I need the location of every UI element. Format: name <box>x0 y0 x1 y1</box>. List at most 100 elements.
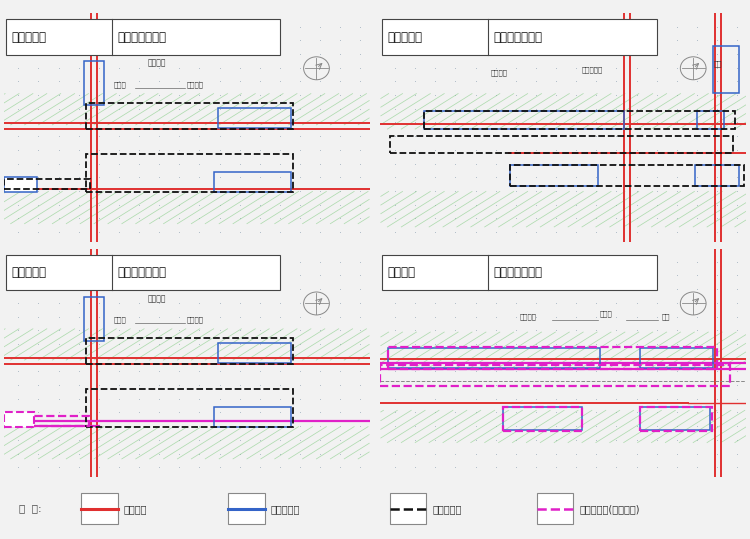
Point <box>389 91 401 99</box>
Point <box>731 353 743 362</box>
Point <box>510 353 522 362</box>
Point <box>32 91 44 99</box>
Point <box>13 436 25 444</box>
Point <box>670 146 682 154</box>
Point <box>354 146 366 154</box>
Point <box>410 227 422 236</box>
Point <box>274 118 286 127</box>
Point <box>530 326 542 335</box>
Point <box>570 258 582 266</box>
Point <box>214 353 226 362</box>
Point <box>550 50 562 58</box>
Point <box>410 201 422 209</box>
Point <box>731 271 743 280</box>
Point <box>334 463 346 472</box>
Point <box>510 159 522 168</box>
Point <box>32 271 44 280</box>
Point <box>354 326 366 335</box>
Point <box>314 258 326 266</box>
Point <box>429 186 441 195</box>
Point <box>590 22 602 31</box>
Point <box>610 299 622 307</box>
Point <box>570 132 582 141</box>
Point <box>490 271 502 280</box>
Point <box>590 173 602 182</box>
Point <box>153 436 165 444</box>
Point <box>32 118 44 127</box>
Point <box>691 449 703 458</box>
Point <box>631 227 643 236</box>
Point <box>153 326 165 335</box>
Point <box>711 312 723 321</box>
Point <box>590 118 602 127</box>
Point <box>194 395 206 403</box>
Point <box>670 381 682 389</box>
Point <box>429 63 441 72</box>
Point <box>691 118 703 127</box>
Point <box>234 326 246 335</box>
Point <box>314 159 326 168</box>
Point <box>354 22 366 31</box>
Point <box>731 214 743 223</box>
Point <box>173 381 185 389</box>
Point <box>410 63 422 72</box>
Point <box>631 146 643 154</box>
Point <box>153 36 165 45</box>
Point <box>691 367 703 376</box>
Point <box>113 36 125 45</box>
Point <box>214 132 226 141</box>
Point <box>470 449 482 458</box>
Point <box>173 159 185 168</box>
Point <box>510 132 522 141</box>
Point <box>590 436 602 444</box>
Point <box>73 173 85 182</box>
Point <box>389 227 401 236</box>
Point <box>470 258 482 266</box>
Point <box>314 201 326 209</box>
Point <box>429 381 441 389</box>
Point <box>93 173 105 182</box>
Point <box>334 91 346 99</box>
Point <box>234 132 246 141</box>
Point <box>570 463 582 472</box>
Point <box>133 285 145 293</box>
Point <box>570 186 582 195</box>
Point <box>13 340 25 348</box>
Point <box>314 227 326 236</box>
Bar <box>695 164 739 186</box>
Point <box>194 271 206 280</box>
Point <box>410 436 422 444</box>
Bar <box>214 407 291 427</box>
Bar <box>217 108 291 128</box>
Bar <box>503 407 582 431</box>
Point <box>510 227 522 236</box>
Point <box>510 436 522 444</box>
Point <box>530 36 542 45</box>
Point <box>13 105 25 113</box>
Bar <box>217 343 291 363</box>
Point <box>691 463 703 472</box>
Point <box>410 50 422 58</box>
Point <box>53 105 64 113</box>
Point <box>590 50 602 58</box>
Point <box>334 285 346 293</box>
Point <box>254 105 266 113</box>
Point <box>53 422 64 431</box>
Point <box>570 77 582 86</box>
Point <box>294 159 306 168</box>
Point <box>711 214 723 223</box>
Point <box>429 449 441 458</box>
Point <box>274 271 286 280</box>
Point <box>691 146 703 154</box>
Point <box>631 422 643 431</box>
Point <box>73 340 85 348</box>
Point <box>334 201 346 209</box>
Point <box>354 381 366 389</box>
Point <box>570 105 582 113</box>
Point <box>234 340 246 348</box>
Text: 城建学院: 城建学院 <box>148 59 166 68</box>
Point <box>133 173 145 182</box>
Point <box>490 326 502 335</box>
Text: 城建学院站: 城建学院站 <box>11 266 46 279</box>
Point <box>314 312 326 321</box>
